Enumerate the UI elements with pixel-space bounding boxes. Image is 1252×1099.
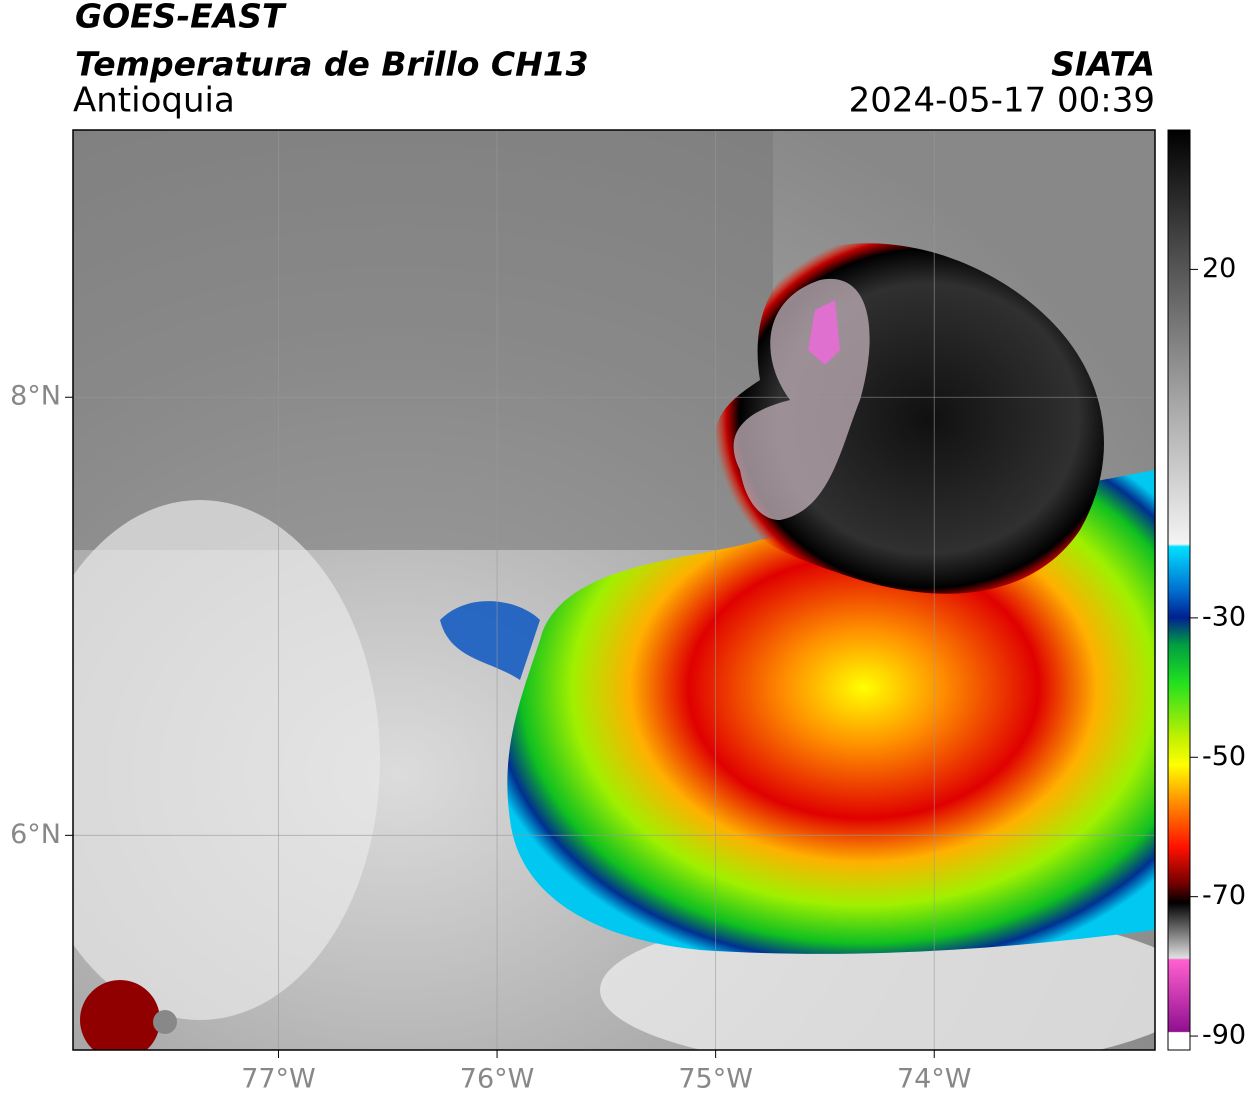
y-tick-label: 6°N bbox=[10, 819, 61, 850]
y-tick-label: 8°N bbox=[10, 381, 61, 412]
x-tick-label: 77°W bbox=[241, 1064, 316, 1095]
x-tick-label: 76°W bbox=[460, 1064, 535, 1095]
colorbar-tick-label: 20 bbox=[1202, 253, 1236, 284]
source: SIATA bbox=[1051, 45, 1155, 84]
datetime: 2024-05-17 00:39 bbox=[849, 81, 1155, 121]
title: GOES-EAST bbox=[75, 0, 287, 36]
colorbar-tick-label: -90 bbox=[1202, 1020, 1246, 1051]
colorbar-tick-label: -50 bbox=[1202, 741, 1246, 772]
map-frame bbox=[72, 129, 1156, 1051]
colorbar-tick-label: -30 bbox=[1202, 601, 1246, 632]
imagery bbox=[73, 130, 1155, 1050]
x-tick-label: 74°W bbox=[897, 1064, 972, 1095]
colorbar-tick-label: -70 bbox=[1202, 880, 1246, 911]
region: Antioquia bbox=[73, 81, 235, 121]
grid bbox=[73, 130, 1155, 1050]
x-tick-label: 75°W bbox=[678, 1064, 753, 1095]
colorbar bbox=[1167, 129, 1191, 1051]
subtitle: Temperatura de Brillo CH13 bbox=[75, 45, 589, 84]
